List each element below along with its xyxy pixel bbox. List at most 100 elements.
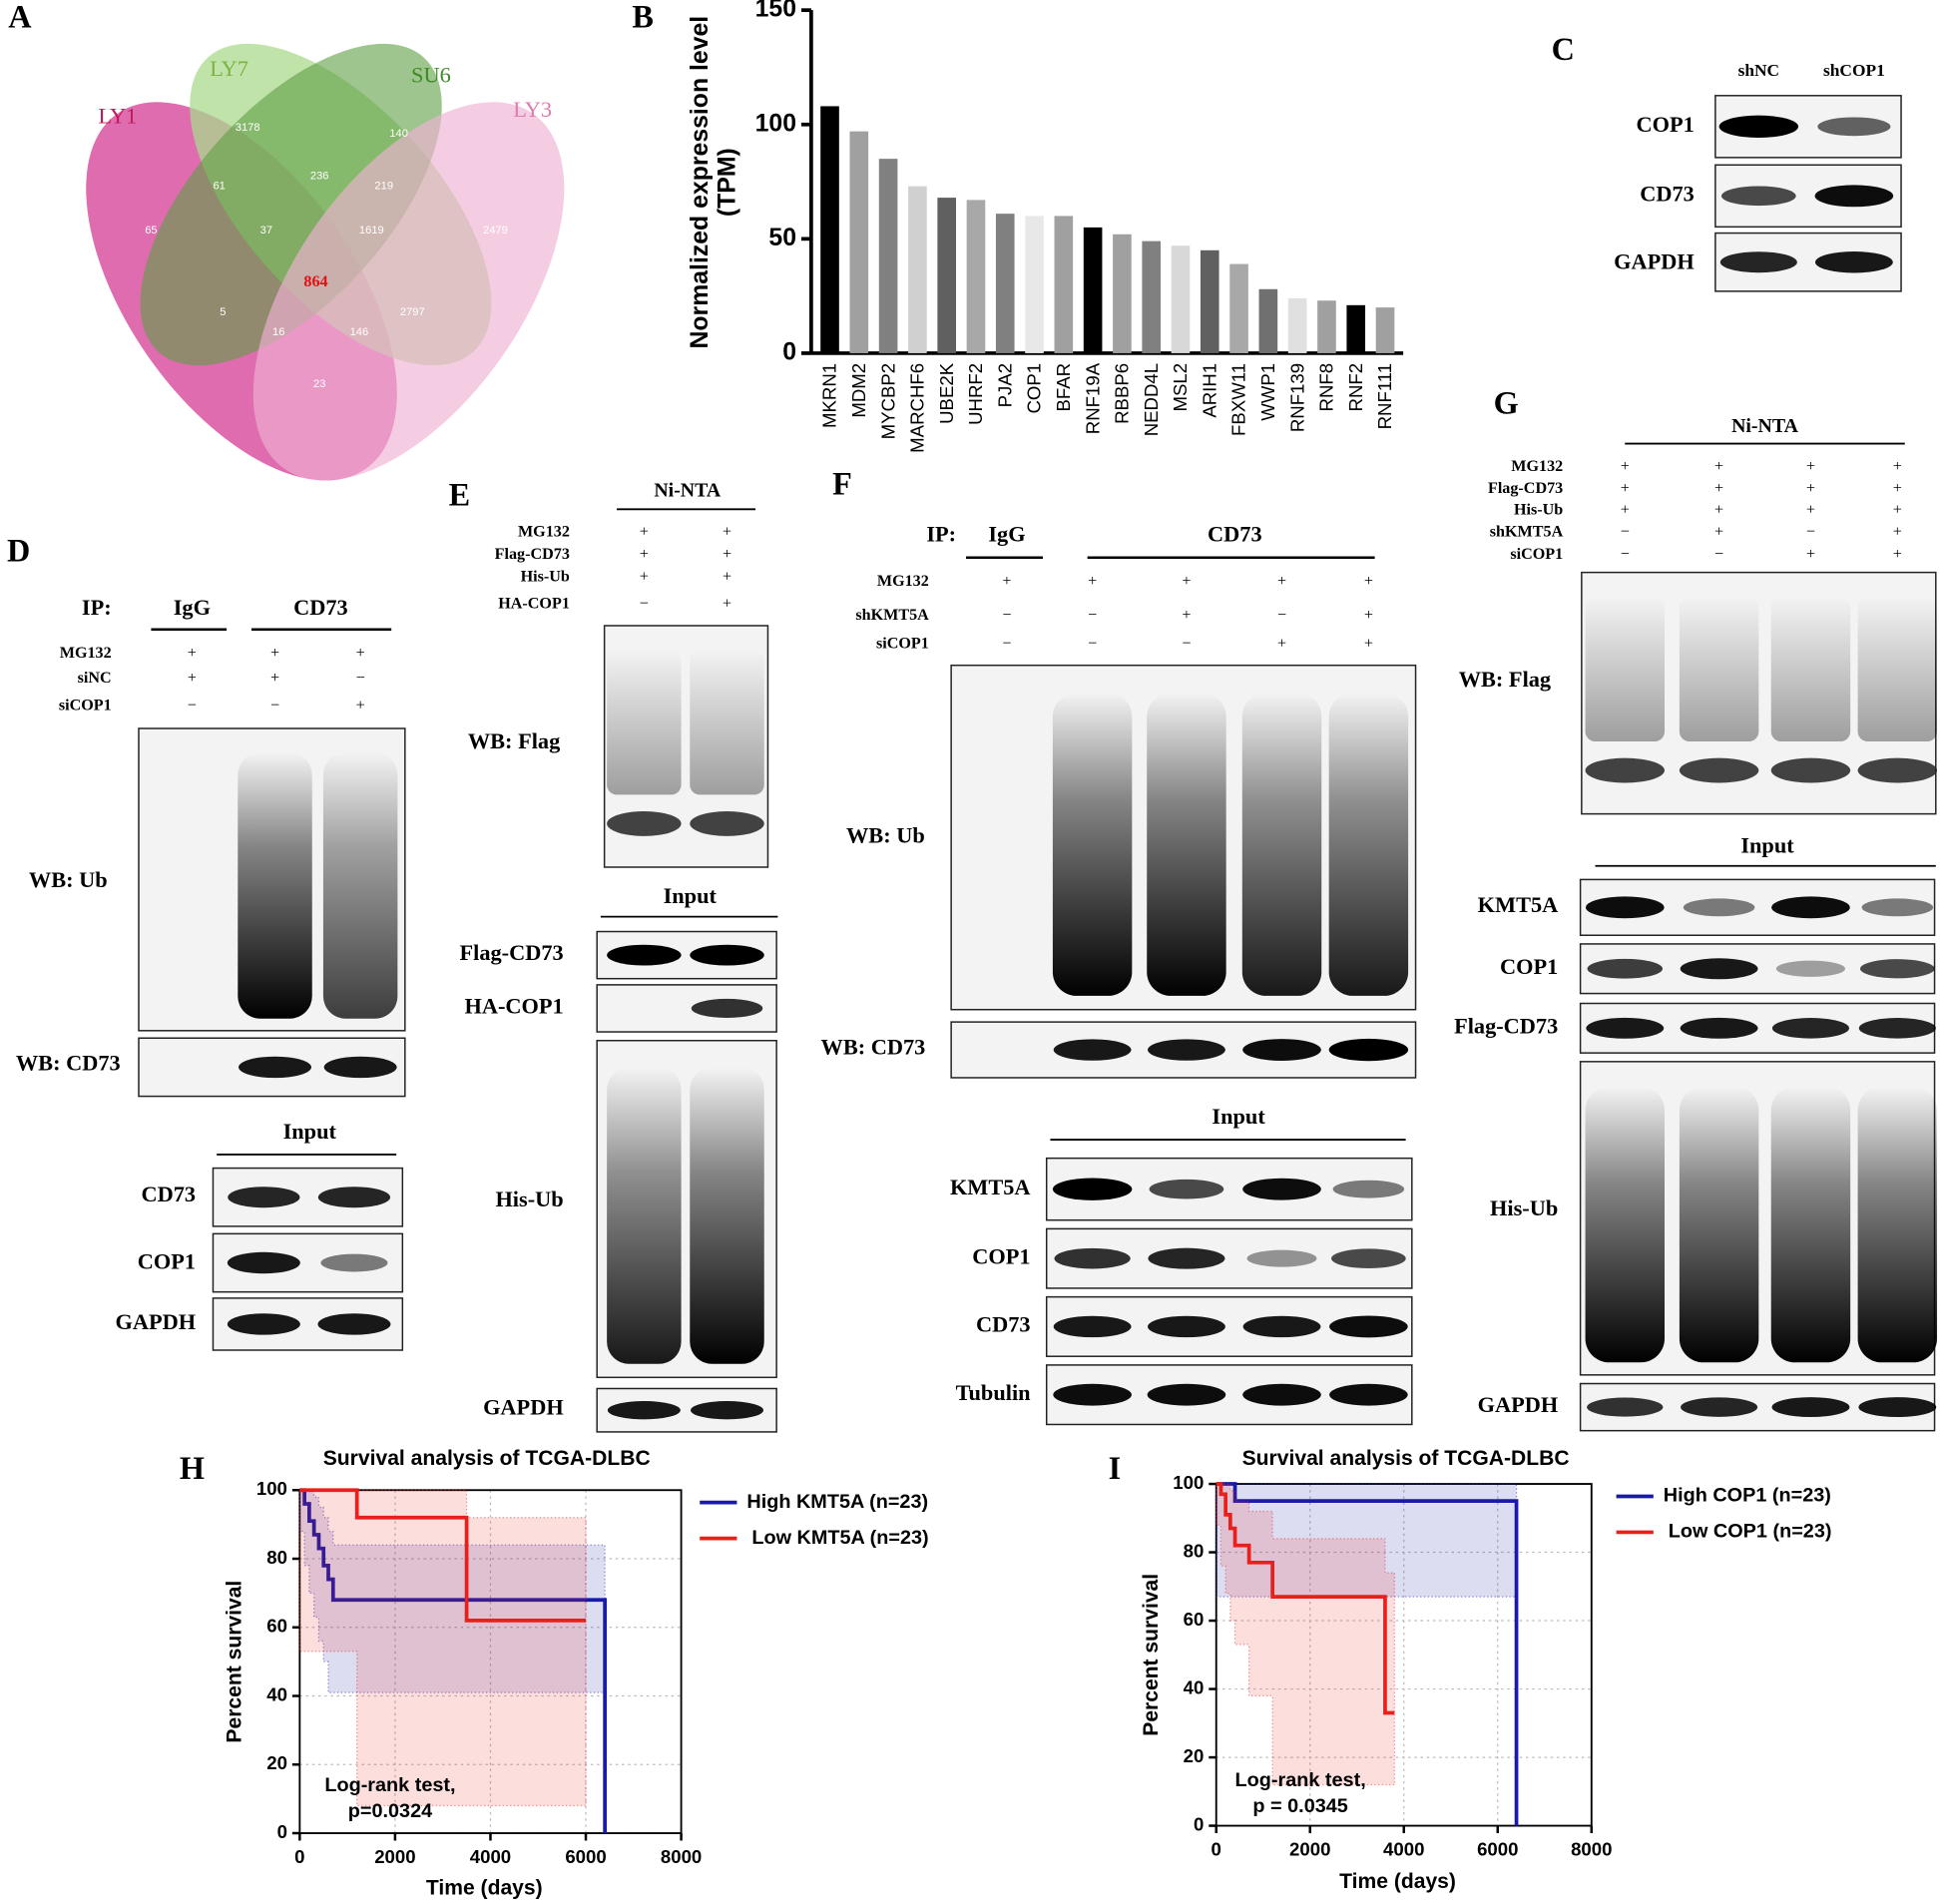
bar [1229,263,1248,353]
blot-row-label: WB: Ub [846,822,925,847]
condition-sign: + [723,524,731,541]
condition-sign: + [1806,480,1815,497]
condition-sign: + [356,645,365,662]
condition-label: shKMT5A [1490,524,1564,541]
condition-sign: + [1893,458,1902,475]
condition-label: His-Ub [1514,501,1563,518]
x-tick-label: UHRF2 [965,363,986,425]
y-tick-label: 60 [266,1616,287,1637]
bar [937,198,956,353]
condition-sign: + [1182,607,1191,624]
blot-band [1770,757,1851,783]
panel-letter: C [1552,31,1575,67]
blot-smear [322,752,398,1019]
y-axis-label: (TPM) [714,148,740,217]
condition-sign: − [356,670,365,687]
blot-band [1332,1180,1405,1198]
condition-sign: + [356,697,365,714]
venn-count: 23 [313,378,325,390]
blot-smear [1585,1086,1665,1363]
condition-sign: + [1893,501,1902,518]
condition-label: siCOP1 [876,635,929,652]
plot-frame [298,1489,683,1834]
blot-band [1814,185,1894,208]
venn-count: 236 [310,170,329,182]
blot-band [1585,757,1665,783]
condition-sign: + [1714,480,1723,497]
condition-label: His-Ub [521,568,570,585]
x-tick-label: MSL2 [1170,363,1191,412]
blot-band [1814,251,1893,273]
blot-smear [1585,596,1665,742]
y-tick-label: 150 [755,0,796,23]
blot-band [317,1187,391,1208]
condition-label: MG132 [60,645,112,662]
blot-band [1586,1017,1665,1039]
blot-band [1053,1315,1132,1338]
blot-band [1858,1018,1936,1039]
x-tick-label: 2000 [1289,1838,1330,1859]
venn-set-label: LY1 [99,103,138,128]
blot-band [1242,1383,1321,1406]
group-label: CD73 [293,595,348,620]
condition-sign: + [1893,480,1902,497]
blot-row-label: KMT5A [950,1175,1031,1199]
blot-band [607,944,682,966]
y-tick-label: 0 [782,339,796,366]
panel-letter: F [832,465,852,501]
condition-sign: + [1002,573,1011,590]
blot-row-label: GAPDH [1614,249,1695,274]
condition-sign: + [1364,573,1373,590]
x-tick-label: 0 [1212,1838,1221,1859]
blot-row-label: CD73 [976,1312,1031,1337]
condition-sign: + [1621,458,1630,475]
condition-sign: − [1002,607,1011,624]
blot-row-label: COP1 [972,1243,1030,1268]
condition-sign: + [640,568,649,585]
confidence-band [298,1489,587,1807]
blot-row-label: WB: CD73 [16,1051,121,1076]
bar [1113,234,1132,353]
condition-sign: − [1714,546,1723,563]
legend-label: High COP1 (n=23) [1664,1485,1831,1507]
condition-sign: − [188,697,197,714]
blot-smear [1679,1086,1759,1363]
venn-count: 16 [272,326,284,338]
condition-sign: + [1806,458,1815,475]
x-tick-label: 4000 [470,1846,511,1867]
venn-set [140,43,442,366]
blot-band [1587,1397,1664,1417]
blot-smear [607,650,682,795]
header-label: Ni-NTA [654,480,722,502]
blot-band [1148,1315,1225,1338]
y-tick-label: 40 [1184,1676,1205,1697]
blot-smear [1241,693,1322,996]
blot-smear [1857,1086,1938,1363]
blot-band [320,1253,388,1272]
condition-sign: + [1364,607,1373,624]
y-tick-label: 80 [266,1547,287,1568]
condition-label: MG132 [877,573,929,590]
blot-smear [1328,693,1409,996]
blot-band [1771,896,1850,919]
x-tick-label: RNF8 [1316,363,1337,412]
blot-band [227,1313,300,1335]
blot-band [1329,1315,1408,1338]
y-axis-label: Percent survival [1140,1574,1163,1736]
x-tick-label: WWP1 [1257,363,1278,421]
condition-label: MG132 [518,524,570,541]
condition-sign: + [640,546,649,563]
blot-row-label: His-Ub [1490,1195,1558,1220]
condition-sign: + [640,524,649,541]
confidence-band [1215,1483,1395,1786]
input-label: Input [1740,832,1794,857]
condition-sign: − [1621,524,1630,541]
blot-band [607,1401,681,1420]
survival-line [299,1488,608,1834]
venn-count: 61 [213,180,225,192]
venn-count: 5 [220,306,226,318]
blot-row-label: His-Ub [495,1187,563,1211]
group-label: CD73 [1208,522,1262,547]
condition-sign: + [1364,635,1373,652]
blot-band [1861,898,1934,917]
